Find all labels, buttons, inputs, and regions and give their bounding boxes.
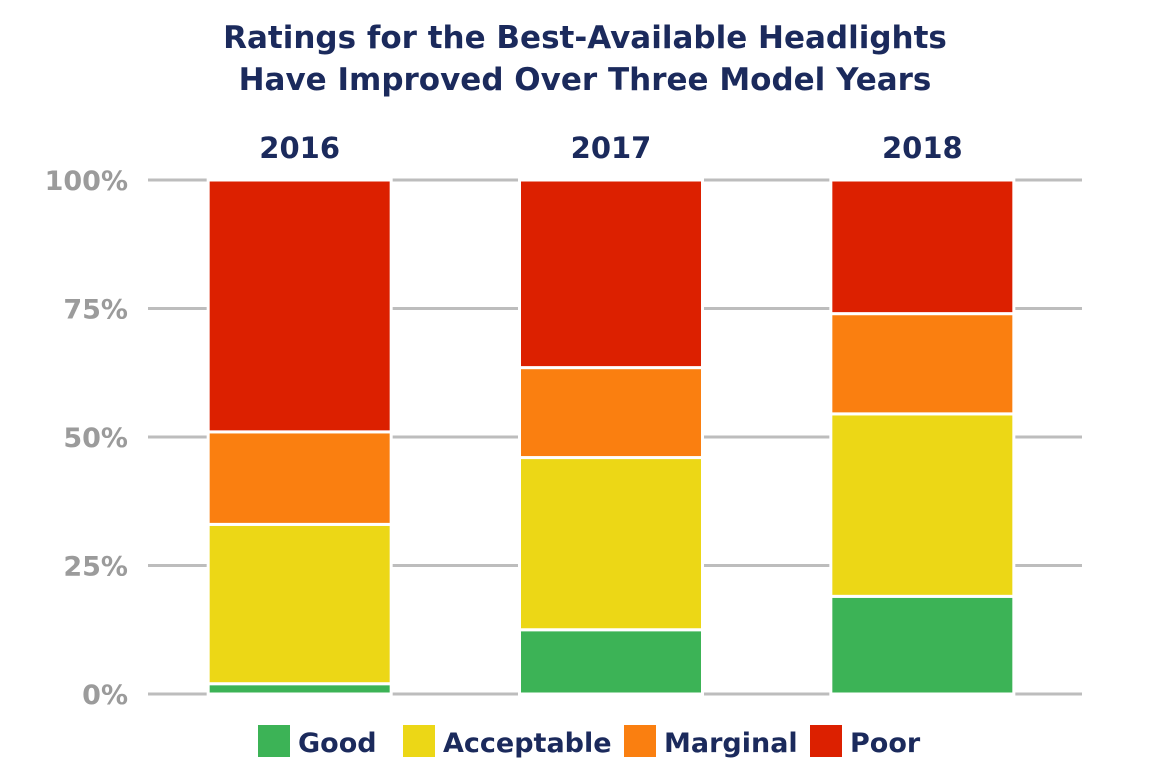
- y-tick-label: 50%: [63, 423, 128, 454]
- bar-segment-poor: [206, 178, 393, 434]
- bar-segment-acceptable: [206, 522, 393, 686]
- category-labels: 2016 2017 2018: [259, 131, 962, 165]
- legend-swatch: [258, 725, 290, 757]
- legend-label: Marginal: [664, 728, 798, 759]
- category-label: 2018: [882, 131, 963, 165]
- bar-segment-marginal: [829, 312, 1016, 416]
- legend: Good Acceptable Marginal Poor: [258, 725, 921, 759]
- legend-swatch: [624, 725, 656, 757]
- legend-label: Acceptable: [443, 728, 612, 759]
- chart-title-line-2: Have Improved Over Three Model Years: [239, 62, 932, 98]
- bar-segment-marginal: [206, 430, 393, 526]
- y-tick-label: 75%: [63, 295, 128, 326]
- bar-segment-marginal: [518, 366, 704, 460]
- bar-segment-good: [829, 594, 1016, 696]
- legend-label: Poor: [850, 728, 921, 759]
- category-label: 2017: [571, 131, 652, 165]
- bar-segment-poor: [518, 178, 704, 370]
- y-axis-ticks: 0% 25% 50% 75% 100%: [45, 166, 128, 711]
- bar-segment-poor: [829, 178, 1016, 316]
- y-tick-label: 25%: [63, 552, 128, 583]
- bar-segment-acceptable: [829, 412, 1016, 598]
- bar-segment-acceptable: [518, 456, 704, 632]
- y-tick-label: 0%: [82, 680, 128, 711]
- chart-title-line-1: Ratings for the Best-Available Headlight…: [223, 20, 947, 56]
- bars: [206, 178, 1016, 696]
- bar-segment-good: [206, 682, 393, 696]
- category-label: 2016: [259, 131, 340, 165]
- bar-segment-good: [518, 628, 704, 696]
- legend-label: Good: [298, 728, 377, 759]
- legend-swatch: [403, 725, 435, 757]
- legend-swatch: [810, 725, 842, 757]
- y-tick-label: 100%: [45, 166, 128, 197]
